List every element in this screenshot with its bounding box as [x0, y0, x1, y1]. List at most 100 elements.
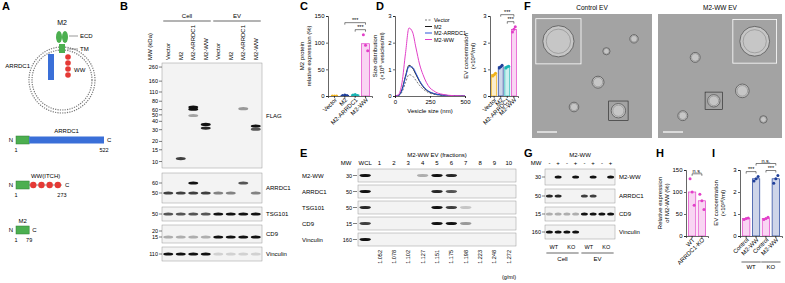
- label: M2: [57, 19, 67, 26]
- legend-swatch: [425, 26, 432, 27]
- band: [176, 191, 186, 194]
- antibody-label: M2-WW: [619, 174, 641, 180]
- mw-header: MW: [341, 160, 352, 166]
- y-axis: 0123: [733, 167, 740, 239]
- tick: M2-WW: [350, 96, 370, 116]
- band: [238, 107, 248, 110]
- significance-label: ***: [768, 165, 775, 171]
- group-label: Cell: [182, 13, 192, 19]
- vesicle-lumen: [737, 86, 748, 97]
- ecd: [56, 31, 62, 43]
- tick-label: ARRDC1-KO: [676, 237, 705, 266]
- antibody-label: ARRDC1: [619, 193, 644, 199]
- tick-label: 50: [676, 211, 683, 217]
- mw-tick: [159, 101, 162, 102]
- ww-domain: [38, 182, 44, 188]
- residue-number: 1: [14, 237, 17, 243]
- significance-bracket: [746, 172, 756, 174]
- tick-label: 100: [672, 189, 683, 195]
- band: [238, 235, 248, 238]
- data-point: [755, 177, 758, 180]
- tick: 1: [483, 67, 490, 73]
- band: [201, 212, 211, 215]
- axis-title: (×10¹⁰/ml): [470, 43, 476, 70]
- tick-label: 3: [388, 13, 392, 19]
- tick-mark: [738, 170, 740, 171]
- band: [431, 206, 442, 209]
- group-line: [213, 21, 261, 22]
- group-label: WT: [746, 264, 756, 270]
- terminus: N: [9, 227, 13, 233]
- data-point: [507, 65, 510, 68]
- ww-domain: [65, 66, 71, 72]
- group-label: KO: [767, 264, 776, 270]
- data-point: [774, 177, 777, 180]
- em-image: [532, 14, 652, 138]
- axis-title: Vesicle size (nm): [407, 108, 452, 114]
- data-point: [364, 44, 367, 47]
- tick: 2: [733, 189, 740, 195]
- data-point: [772, 182, 775, 185]
- data-point: [345, 94, 348, 96]
- bar-chart: 050100150WTARRDC1-KORelative expressiono…: [657, 167, 709, 266]
- tick: 0: [394, 96, 398, 105]
- significance-label: ***: [748, 166, 755, 172]
- tick: Vector: [322, 96, 338, 113]
- mw-tick: [542, 214, 545, 215]
- band: [446, 174, 457, 177]
- data-point: [362, 33, 365, 36]
- mw-tick: [353, 207, 357, 208]
- blot-strip: [162, 207, 262, 221]
- construct-label: M2: [18, 218, 27, 224]
- tick-mark: [395, 96, 396, 98]
- tick-mark: [738, 214, 740, 215]
- panel-label: B: [120, 0, 128, 12]
- band: [460, 222, 471, 225]
- band: [590, 212, 597, 215]
- terminus: C: [65, 182, 70, 188]
- tick-mark: [393, 96, 395, 97]
- tick-mark: [488, 43, 490, 44]
- axis-line: [741, 237, 783, 239]
- plot-area: [395, 28, 465, 96]
- data-point: [691, 191, 694, 194]
- data-point: [511, 31, 514, 34]
- lane-label: 2: [392, 160, 396, 166]
- band: [238, 252, 248, 255]
- legend-label: M2-WW: [434, 37, 455, 43]
- tick: 150: [672, 167, 686, 173]
- antibody-label: CD9: [619, 211, 632, 217]
- band: [176, 212, 186, 215]
- antibody-label: CD9: [302, 221, 315, 227]
- blot-strip: [162, 173, 262, 203]
- band: [563, 230, 570, 233]
- bar: [688, 192, 695, 236]
- blot-strip: [162, 63, 262, 168]
- mw-label: 40: [152, 118, 158, 124]
- y-axis: 0123: [388, 13, 395, 99]
- tick: ARRDC1-KO: [676, 236, 705, 266]
- band: [201, 235, 211, 238]
- band: [555, 175, 562, 178]
- tick: 1: [388, 67, 395, 73]
- tick-label: 1: [483, 67, 487, 73]
- blot-title: M2-WW: [569, 152, 591, 158]
- mw-tick: [159, 114, 162, 115]
- bar-chart: 050100150VectorM2M2-ARRDC1M2-WWM2 protei…: [299, 13, 373, 125]
- tick-label: 2: [388, 40, 392, 46]
- band: [572, 212, 579, 215]
- band: [176, 157, 186, 160]
- tick-label: 2: [483, 40, 487, 46]
- line: [395, 28, 465, 96]
- data-point: [747, 216, 750, 219]
- panel-label: E: [300, 147, 307, 159]
- band: [163, 191, 173, 194]
- zoom-box: [609, 101, 628, 120]
- tick-mark: [326, 69, 328, 70]
- tick: M2-WW: [760, 236, 780, 256]
- data-point: [702, 208, 705, 211]
- band: [188, 212, 198, 215]
- density-label: 1.052: [377, 250, 383, 264]
- data-point: [689, 177, 692, 180]
- terminus: C: [107, 137, 112, 143]
